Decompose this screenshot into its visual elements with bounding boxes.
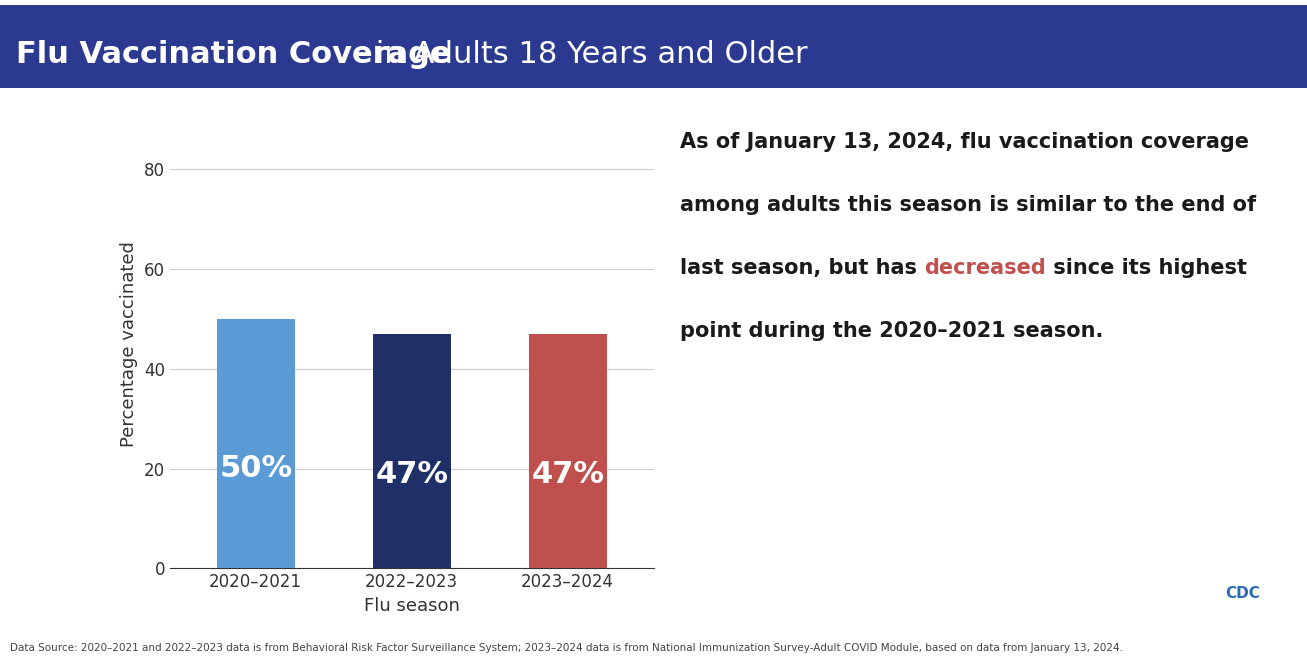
Circle shape bbox=[1110, 568, 1225, 622]
Text: last season, but has: last season, but has bbox=[680, 258, 924, 278]
Bar bbox=[217, 319, 294, 568]
FancyBboxPatch shape bbox=[1202, 563, 1281, 627]
Text: CDC: CDC bbox=[1225, 586, 1260, 602]
Bar bbox=[529, 334, 606, 568]
Text: 50%: 50% bbox=[220, 454, 293, 483]
Text: in Adults 18 Years and Older: in Adults 18 Years and Older bbox=[366, 40, 808, 69]
X-axis label: Flu season: Flu season bbox=[363, 597, 460, 615]
Bar bbox=[372, 334, 451, 568]
Text: point during the 2020–2021 season.: point during the 2020–2021 season. bbox=[680, 321, 1103, 340]
Text: 47%: 47% bbox=[531, 460, 604, 489]
Text: Flu Vaccination Coverage: Flu Vaccination Coverage bbox=[16, 40, 450, 69]
Text: 47%: 47% bbox=[375, 460, 448, 489]
Text: As of January 13, 2024, flu vaccination coverage: As of January 13, 2024, flu vaccination … bbox=[680, 132, 1248, 152]
Text: among adults this season is similar to the end of: among adults this season is similar to t… bbox=[680, 195, 1256, 215]
Text: decreased: decreased bbox=[924, 258, 1046, 278]
Text: Data Source: 2020–2021 and 2022–2023 data is from Behavioral Risk Factor Surveil: Data Source: 2020–2021 and 2022–2023 dat… bbox=[10, 643, 1124, 653]
Y-axis label: Percentage vaccinated: Percentage vaccinated bbox=[120, 241, 139, 447]
Text: since its highest: since its highest bbox=[1046, 258, 1247, 278]
Text: ♙: ♙ bbox=[1154, 582, 1176, 605]
